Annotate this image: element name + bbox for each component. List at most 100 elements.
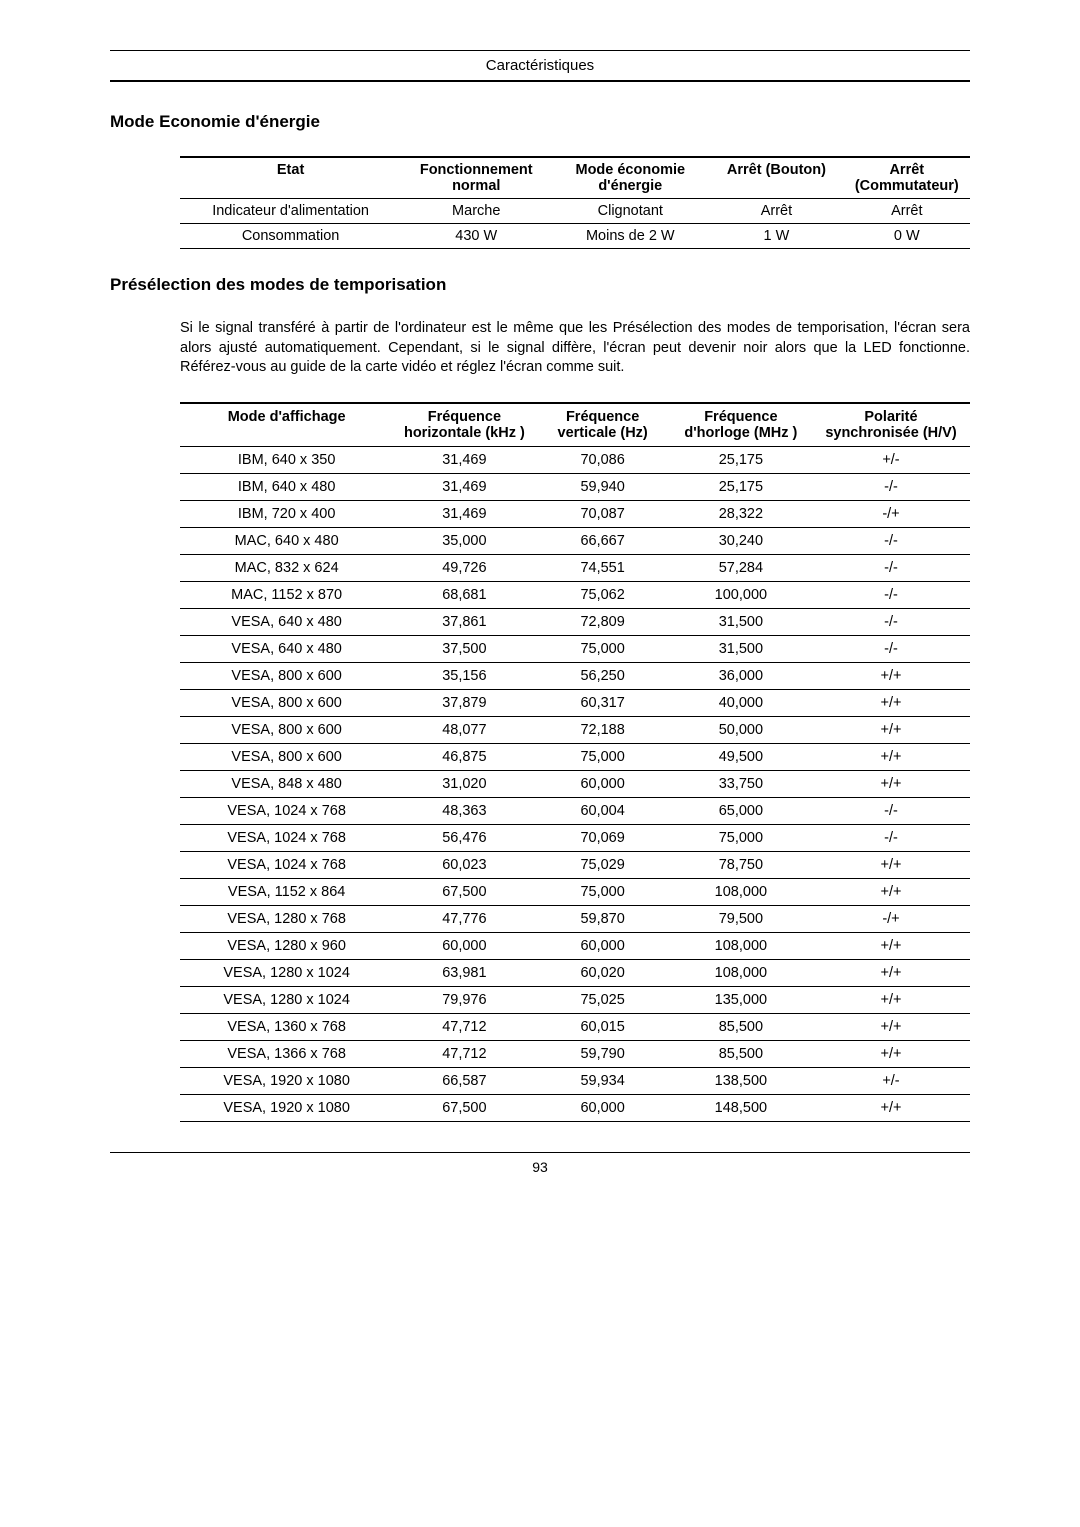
table-cell: 0 W <box>844 224 970 249</box>
table-row: VESA, 1280 x 102463,98160,020108,000+/+ <box>180 959 970 986</box>
table-cell: +/+ <box>812 662 970 689</box>
section-title-power-saving: Mode Economie d'énergie <box>110 112 970 132</box>
table-cell: 48,363 <box>393 797 535 824</box>
table-row: VESA, 640 x 48037,50075,00031,500-/- <box>180 635 970 662</box>
footer: 93 <box>110 1152 970 1175</box>
table-cell: VESA, 800 x 600 <box>180 662 393 689</box>
table-cell: 1 W <box>709 224 843 249</box>
table-cell: 75,000 <box>535 743 669 770</box>
table-row: VESA, 1920 x 108067,50060,000148,500+/+ <box>180 1094 970 1121</box>
table-cell: +/+ <box>812 770 970 797</box>
table-cell: Consommation <box>180 224 401 249</box>
col-arret-commutateur: Arrêt (Commutateur) <box>844 157 970 199</box>
table-cell: 31,469 <box>393 500 535 527</box>
table-row: Indicateur d'alimentationMarcheClignotan… <box>180 199 970 224</box>
table-cell: +/+ <box>812 1013 970 1040</box>
table-cell: 40,000 <box>670 689 812 716</box>
table-cell: 48,077 <box>393 716 535 743</box>
table-cell: +/+ <box>812 878 970 905</box>
table-cell: 36,000 <box>670 662 812 689</box>
table-cell: 79,976 <box>393 986 535 1013</box>
table-cell: VESA, 1280 x 768 <box>180 905 393 932</box>
page-number: 93 <box>532 1159 548 1175</box>
table-cell: VESA, 1280 x 1024 <box>180 986 393 1013</box>
table-cell: VESA, 1280 x 1024 <box>180 959 393 986</box>
table-cell: 59,870 <box>535 905 669 932</box>
table-cell: Moins de 2 W <box>551 224 709 249</box>
table-head-row: Mode d'affichage Fréquence horizontale (… <box>180 403 970 447</box>
table-cell: -/- <box>812 608 970 635</box>
table-cell: VESA, 800 x 600 <box>180 716 393 743</box>
table-cell: 100,000 <box>670 581 812 608</box>
col-polarity: Polarité synchronisée (H/V) <box>812 403 970 447</box>
table-cell: 66,667 <box>535 527 669 554</box>
table-cell: VESA, 1152 x 864 <box>180 878 393 905</box>
table-cell: -/- <box>812 797 970 824</box>
table-cell: VESA, 1366 x 768 <box>180 1040 393 1067</box>
table-cell: 75,000 <box>535 635 669 662</box>
table-cell: 108,000 <box>670 932 812 959</box>
table-cell: 59,934 <box>535 1067 669 1094</box>
table-row: MAC, 1152 x 87068,68175,062100,000-/- <box>180 581 970 608</box>
table-row: VESA, 1280 x 96060,00060,000108,000+/+ <box>180 932 970 959</box>
table-cell: 46,875 <box>393 743 535 770</box>
table-row: IBM, 640 x 35031,46970,08625,175+/- <box>180 446 970 473</box>
table-cell: +/+ <box>812 851 970 878</box>
col-mode: Mode d'affichage <box>180 403 393 447</box>
table-row: VESA, 1920 x 108066,58759,934138,500+/- <box>180 1067 970 1094</box>
table-cell: 49,500 <box>670 743 812 770</box>
table-cell: 79,500 <box>670 905 812 932</box>
table-cell: 30,240 <box>670 527 812 554</box>
table-cell: 108,000 <box>670 959 812 986</box>
table-cell: -/- <box>812 527 970 554</box>
section-title-timing: Présélection des modes de temporisation <box>110 275 970 295</box>
table-cell: +/+ <box>812 932 970 959</box>
running-title: Caractéristiques <box>110 57 970 74</box>
table-row: VESA, 1024 x 76856,47670,06975,000-/- <box>180 824 970 851</box>
table-cell: 28,322 <box>670 500 812 527</box>
col-etat: Etat <box>180 157 401 199</box>
table-cell: 60,020 <box>535 959 669 986</box>
table-cell: MAC, 832 x 624 <box>180 554 393 581</box>
table-cell: 47,712 <box>393 1013 535 1040</box>
table-cell: 60,000 <box>393 932 535 959</box>
table-cell: VESA, 1360 x 768 <box>180 1013 393 1040</box>
header-rule <box>110 80 970 82</box>
table-cell: 37,500 <box>393 635 535 662</box>
table-cell: +/+ <box>812 986 970 1013</box>
table-cell: -/- <box>812 635 970 662</box>
table-row: VESA, 640 x 48037,86172,80931,500-/- <box>180 608 970 635</box>
table-row: MAC, 640 x 48035,00066,66730,240-/- <box>180 527 970 554</box>
table-cell: VESA, 1920 x 1080 <box>180 1067 393 1094</box>
table-row: VESA, 1024 x 76848,36360,00465,000-/- <box>180 797 970 824</box>
table-row: VESA, 1152 x 86467,50075,000108,000+/+ <box>180 878 970 905</box>
table-cell: VESA, 1920 x 1080 <box>180 1094 393 1121</box>
table-cell: IBM, 640 x 480 <box>180 473 393 500</box>
table-cell: 60,004 <box>535 797 669 824</box>
table-cell: Clignotant <box>551 199 709 224</box>
table-row: VESA, 1360 x 76847,71260,01585,500+/+ <box>180 1013 970 1040</box>
intro-text: Si le signal transféré à partir de l'ord… <box>180 319 970 378</box>
table-cell: 75,000 <box>535 878 669 905</box>
table-row: VESA, 800 x 60046,87575,00049,500+/+ <box>180 743 970 770</box>
table-row: VESA, 1024 x 76860,02375,02978,750+/+ <box>180 851 970 878</box>
top-rule <box>110 50 970 51</box>
table-cell: Arrêt <box>709 199 843 224</box>
table-cell: +/- <box>812 1067 970 1094</box>
table-cell: 72,809 <box>535 608 669 635</box>
table-cell: VESA, 640 x 480 <box>180 635 393 662</box>
table-cell: 35,000 <box>393 527 535 554</box>
table-cell: +/+ <box>812 716 970 743</box>
table-cell: 37,879 <box>393 689 535 716</box>
table-row: VESA, 1280 x 76847,77659,87079,500-/+ <box>180 905 970 932</box>
table-cell: Arrêt <box>844 199 970 224</box>
table-cell: +/+ <box>812 1094 970 1121</box>
table-row: IBM, 640 x 48031,46959,94025,175-/- <box>180 473 970 500</box>
table-row: MAC, 832 x 62449,72674,55157,284-/- <box>180 554 970 581</box>
table-cell: 65,000 <box>670 797 812 824</box>
table-cell: 67,500 <box>393 1094 535 1121</box>
table-cell: IBM, 720 x 400 <box>180 500 393 527</box>
table-row: VESA, 800 x 60037,87960,31740,000+/+ <box>180 689 970 716</box>
table-cell: 60,000 <box>535 1094 669 1121</box>
table-cell: VESA, 640 x 480 <box>180 608 393 635</box>
